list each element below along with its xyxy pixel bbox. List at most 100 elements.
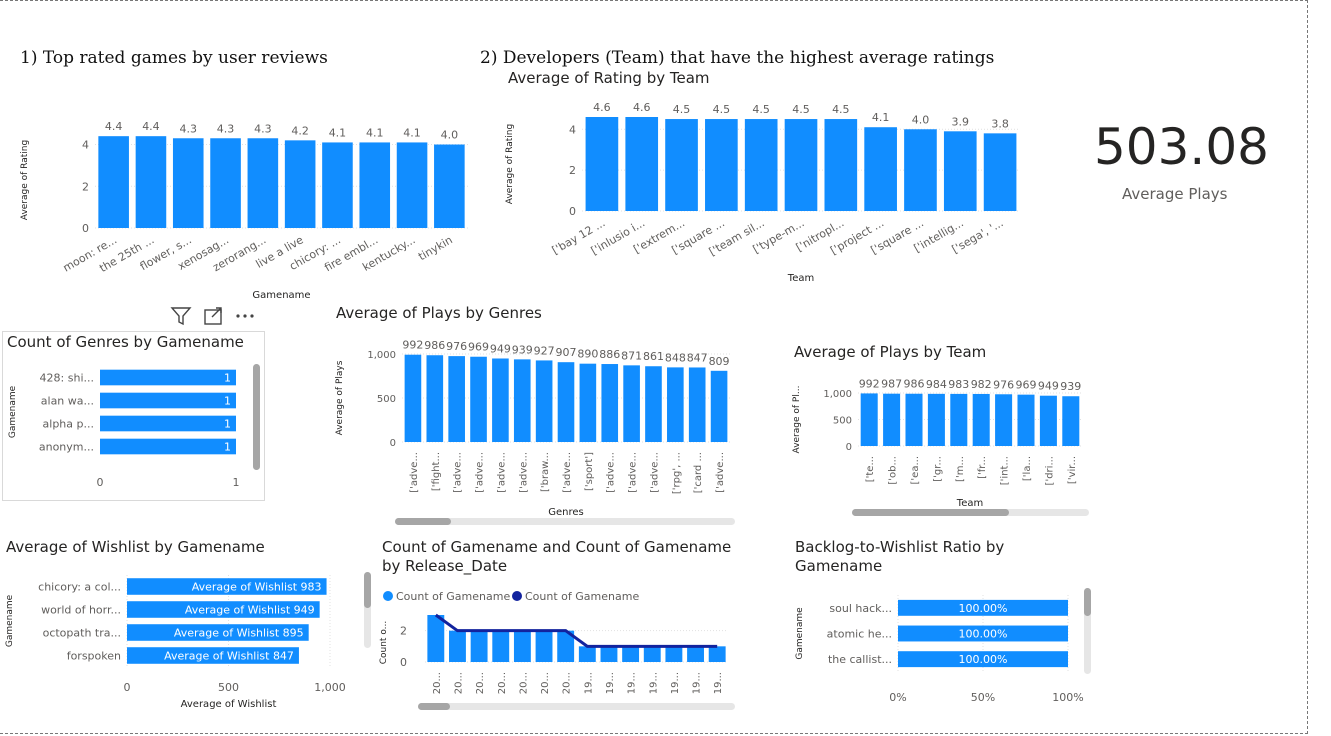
y-axis-title: Gamename xyxy=(795,607,805,660)
vertical-scrollbar[interactable] xyxy=(253,364,260,470)
y-axis-title: Gamename xyxy=(5,594,15,647)
title-rating-by-team: Average of Rating by Team xyxy=(508,69,710,87)
chart-genres-by-gamename: 0 1 428: shi... 1 alan wa... 1 alpha p... 1 anon… xyxy=(8,369,240,489)
y-tick-label: 4 xyxy=(569,123,576,136)
bar xyxy=(210,138,241,228)
data-label: 992 xyxy=(402,339,423,352)
x-category-label: 20... xyxy=(475,672,486,694)
y-category-label: octopath tra... xyxy=(43,627,121,640)
x-category-label: ['te... xyxy=(865,456,876,482)
bar xyxy=(492,358,509,442)
bar xyxy=(950,393,968,446)
vertical-scrollbar-backlog[interactable] xyxy=(1084,588,1091,674)
y-tick-label: 2 xyxy=(569,164,576,177)
bar xyxy=(449,630,466,662)
visual-plays-by-team[interactable]: 0 500 1,000 992 ['te... 987 ['ob... 986 ['ea... 9… xyxy=(785,365,1090,515)
focus-mode-icon[interactable] xyxy=(202,305,224,327)
kpi-card-average-plays[interactable]: 503.08 Average Plays xyxy=(1070,110,1275,220)
bar xyxy=(904,129,937,211)
x-category-label: 19... xyxy=(648,672,659,694)
bar xyxy=(665,119,698,211)
data-label: Average of Wishlist 895 xyxy=(174,627,304,640)
data-label: 100.00% xyxy=(959,602,1008,615)
legend-label: Count of Gamename xyxy=(396,590,510,603)
scrollbar-thumb[interactable] xyxy=(852,509,1009,516)
scrollbar-thumb[interactable] xyxy=(1084,588,1091,616)
data-label: 969 xyxy=(1016,379,1037,392)
filter-icon[interactable] xyxy=(170,305,192,327)
bar xyxy=(625,117,659,211)
data-label: 949 xyxy=(1038,380,1059,393)
title-plays-by-genres: Average of Plays by Genres xyxy=(336,304,542,322)
scrollbar-thumb[interactable] xyxy=(395,518,451,525)
scrollbar-thumb[interactable] xyxy=(418,703,450,710)
bar xyxy=(135,136,167,228)
data-label: 986 xyxy=(904,378,925,391)
scrollbar-thumb[interactable] xyxy=(364,572,371,608)
x-category-label: ['dri... xyxy=(1044,456,1055,485)
data-label: 949 xyxy=(490,342,511,355)
bar xyxy=(284,140,316,228)
data-label: 969 xyxy=(468,341,489,354)
y-category-label: 428: shi... xyxy=(40,372,94,385)
bar xyxy=(557,630,575,662)
legend-label: Count of Gamename xyxy=(525,590,639,603)
y-category-label: soul hack... xyxy=(829,602,892,615)
visual-backlog-ratio[interactable]: 0% 50% 100% soul hack... 100.00% atomic he...… xyxy=(790,585,1090,710)
data-label: 4.1 xyxy=(403,126,421,139)
x-category-label: 19... xyxy=(670,672,681,694)
data-label: 809 xyxy=(709,355,730,368)
x-tick-label: 0 xyxy=(124,681,131,694)
x-category-label: ['ob... xyxy=(888,456,899,485)
x-category-label: ['adve... xyxy=(453,452,464,493)
data-label: 886 xyxy=(599,348,620,361)
data-label: 861 xyxy=(643,350,664,363)
bar xyxy=(535,360,553,442)
x-category-label: ['card ... xyxy=(693,452,704,493)
bar xyxy=(127,601,320,618)
bar xyxy=(172,138,204,228)
x-category-label: ['adve... xyxy=(518,452,529,493)
visual-header-toolbar xyxy=(170,305,256,327)
bar xyxy=(1039,395,1057,446)
data-label: 1 xyxy=(224,441,231,454)
data-label: 3.9 xyxy=(952,115,970,128)
bar xyxy=(470,630,488,662)
x-category-label: ['adve... xyxy=(496,452,507,493)
bar xyxy=(710,370,728,442)
x-category-label: ['adve... xyxy=(562,452,573,493)
bar xyxy=(622,646,640,662)
x-category-label: ['adve... xyxy=(649,452,660,493)
legend-marker-line xyxy=(512,591,522,601)
bar xyxy=(601,364,619,442)
visual-wishlist-by-gamename[interactable]: 0 500 1,000 chicory: a col... Average of Wis… xyxy=(0,565,346,715)
more-options-icon[interactable] xyxy=(234,305,256,327)
visual-genres-by-gamename[interactable]: Count of Genres by Gamename 0 1 428: shi..… xyxy=(2,331,265,501)
visual-rating-by-team[interactable]: 0 2 4 4.6 ['bay 12 ... 4.6 ['inlusio i... 4.5 ['… xyxy=(495,95,1040,290)
bar xyxy=(127,578,327,595)
y-category-label: forspoken xyxy=(67,650,121,663)
x-category-label: 20... xyxy=(497,672,508,694)
visual-plays-by-genres[interactable]: 0 500 1,000 992 ['adve... 986 ['fight... 976 ['a… xyxy=(330,330,740,520)
horizontal-scrollbar-genres[interactable] xyxy=(395,518,735,525)
vertical-scrollbar-release[interactable] xyxy=(364,572,371,648)
scrollbar-thumb[interactable] xyxy=(253,364,260,470)
bar xyxy=(513,359,531,442)
y-axis-title: Average of Rating xyxy=(20,140,30,220)
horizontal-scrollbar-team[interactable] xyxy=(852,509,1089,516)
visual-count-by-release-date[interactable]: Count of Gamename Count of Gamename 0 2 20..… xyxy=(378,585,738,710)
bar xyxy=(578,646,596,662)
bar xyxy=(585,117,619,211)
kpi-label: Average Plays xyxy=(1122,185,1228,203)
x-category-label: 20... xyxy=(540,672,551,694)
bar xyxy=(860,393,878,446)
data-label: 4.6 xyxy=(633,101,651,114)
bar xyxy=(247,138,279,228)
horizontal-scrollbar-release[interactable] xyxy=(418,703,735,710)
kpi-value: 503.08 xyxy=(1094,118,1269,176)
y-tick-label: 0 xyxy=(82,222,89,235)
data-label: 939 xyxy=(512,343,533,356)
visual-rating-by-gamename[interactable]: 0 2 4 4.4 moon: re... 4.4 the 25th ... 4.3 flowe… xyxy=(0,110,480,305)
